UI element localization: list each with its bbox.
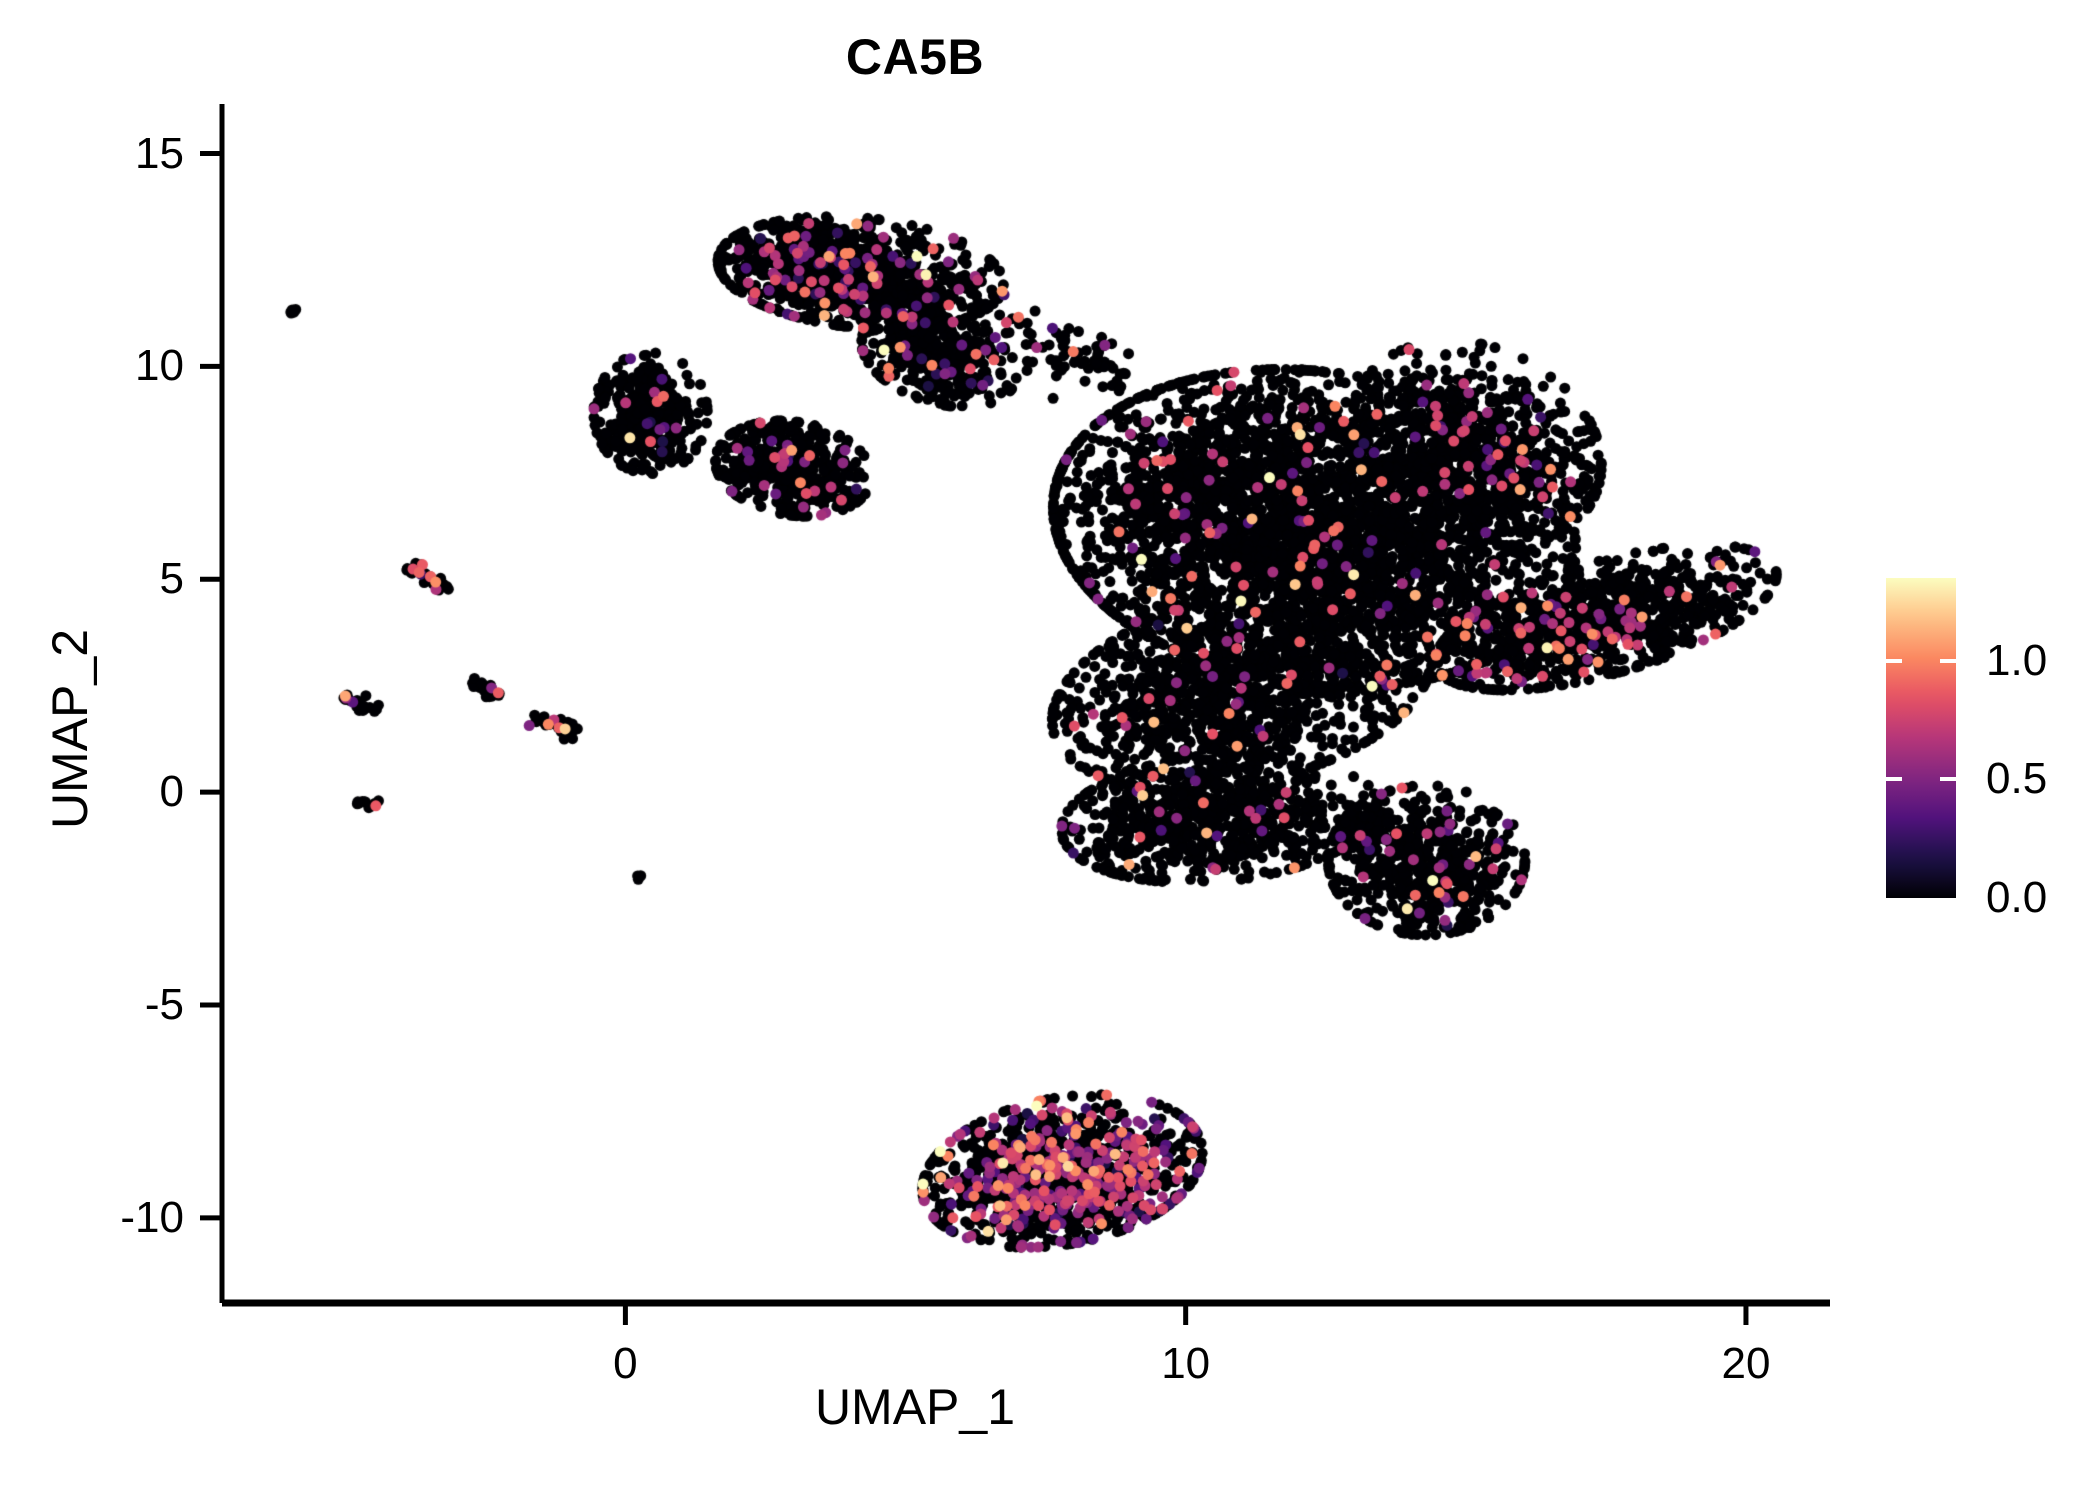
color-legend-tick-label: 0.5	[1986, 754, 2048, 804]
x-tick-label: 10	[1161, 1339, 1211, 1388]
color-legend-tick-label: 1.0	[1986, 635, 2048, 685]
x-tick-label: 0	[613, 1339, 638, 1388]
color-legend-tick	[1886, 658, 1902, 663]
y-tick-label: 0	[159, 767, 184, 817]
color-legend-tick-label: 0.0	[1986, 873, 2048, 922]
y-tick-label: -10	[120, 1192, 184, 1242]
y-axis-title: UMAP_2	[42, 628, 98, 830]
y-tick-label: 5	[159, 554, 184, 604]
color-legend-tick	[1886, 777, 1902, 782]
y-tick-label: -5	[144, 979, 184, 1029]
x-axis-title: UMAP_1	[814, 1379, 1016, 1435]
y-tick-label: 10	[135, 341, 184, 391]
color-legend-bar	[1886, 578, 1956, 898]
y-tick-label: 15	[135, 128, 184, 178]
color-legend-tick	[1940, 777, 1956, 782]
color-legend-tick	[1940, 658, 1956, 663]
x-tick-label: 20	[1721, 1339, 1771, 1388]
